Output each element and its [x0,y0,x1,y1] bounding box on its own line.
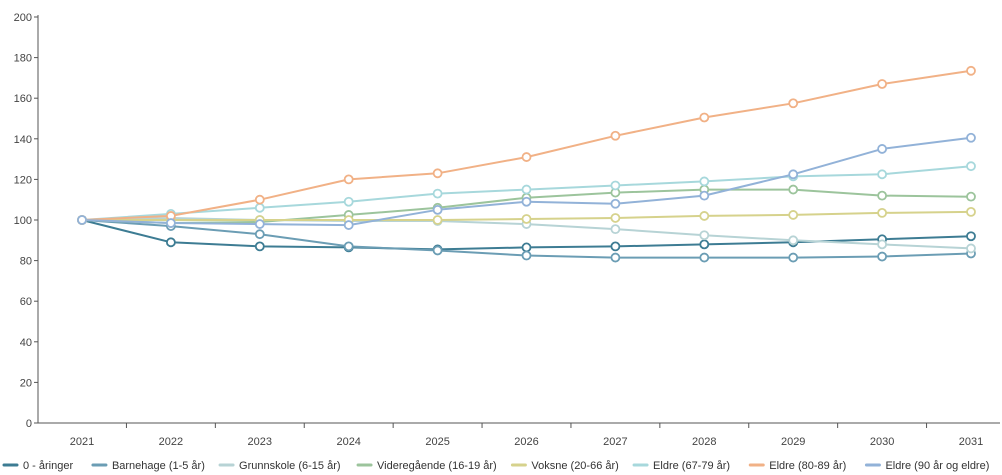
data-point [788,169,799,180]
data-point [788,98,799,109]
data-point [699,112,710,123]
x-tick-label: 2031 [959,436,983,448]
data-point [966,243,976,254]
data-point [699,211,710,221]
y-tick-label: 140 [14,134,32,146]
y-tick-label: 120 [14,174,32,186]
data-point [432,215,443,225]
data-point [877,251,887,262]
data-point [343,174,354,185]
y-axis: 0 20 40 60 80 100 120 140 160 180 200 [14,12,39,430]
y-tick-label: 100 [14,215,32,227]
data-point [254,229,265,240]
x-tick-label: 2030 [870,436,894,448]
data-point [254,241,265,252]
data-point [877,144,887,154]
x-tick-label: 2024 [336,436,360,448]
x-tick-label: 2023 [248,436,272,448]
x-tick-label: 2021 [70,436,94,448]
data-point [699,230,710,241]
data-point [788,184,799,195]
data-point [610,198,621,209]
data-point [877,239,887,250]
data-point [432,204,443,215]
legend-label: Eldre (80-89 år) [769,460,846,472]
data-point [610,180,621,191]
x-tick-label: 2028 [692,436,716,448]
x-tick-label: 2026 [514,436,538,448]
data-point [699,190,710,201]
series-points [77,65,976,263]
legend-label: 0 - åringer [23,460,73,472]
data-point [432,188,443,199]
data-point [521,214,532,224]
data-point [343,196,354,207]
data-point [877,169,887,180]
data-point [966,161,976,172]
x-axis: 2021 2022 2023 2024 2025 2026 2027 2028 2029 2030… [38,422,1000,448]
data-point [966,191,976,202]
legend-label: Videregående (16-19 år) [377,460,497,472]
data-point [877,207,887,218]
y-tick-label: 200 [14,12,32,24]
x-tick-label: 2029 [781,436,805,448]
data-point [343,241,354,252]
data-point [254,194,265,205]
data-point [788,210,799,220]
y-tick-label: 20 [20,377,32,389]
data-point [521,196,532,207]
data-point [521,152,532,162]
data-point [966,65,976,76]
legend-label: Barnehage (1-5 år) [112,460,205,472]
data-point [966,132,976,143]
data-point [610,213,621,223]
y-tick-label: 0 [26,418,32,430]
y-tick-label: 40 [20,337,32,349]
data-point [610,252,621,263]
legend: 0 - åringer Barnehage (1-5 år) Grunnskole … [2,460,989,472]
data-point [165,237,176,248]
data-point [77,215,87,225]
data-point [254,219,265,229]
data-point [254,202,265,213]
data-point [521,242,532,253]
legend-label: Grunnskole (6-15 år) [239,460,340,472]
legend-label: Eldre (90 år og eldre) [885,460,989,472]
data-point [343,220,354,230]
x-tick-label: 2025 [425,436,449,448]
legend-label: Eldre (67-79 år) [653,460,730,472]
series-lines [81,69,972,259]
data-point [699,252,710,263]
data-point [877,79,887,89]
x-tick-label: 2027 [603,436,627,448]
y-tick-label: 80 [20,256,32,268]
data-point [966,206,976,217]
data-point [610,241,621,252]
data-point [521,250,532,261]
y-tick-label: 60 [20,296,32,308]
data-point [432,168,443,179]
legend-label: Voksne (20-66 år) [531,460,618,472]
data-point [966,231,976,242]
data-point [699,176,710,187]
series-line [81,136,972,227]
data-point [165,218,176,228]
data-point [610,130,621,141]
x-tick-label: 2022 [159,436,183,448]
data-point [432,245,443,256]
data-point [788,252,799,263]
data-point [610,224,621,235]
y-tick-label: 180 [14,53,32,65]
data-point [521,184,532,195]
data-point [788,235,799,246]
data-point [877,190,887,201]
data-point [699,239,710,250]
y-tick-label: 160 [14,93,32,105]
